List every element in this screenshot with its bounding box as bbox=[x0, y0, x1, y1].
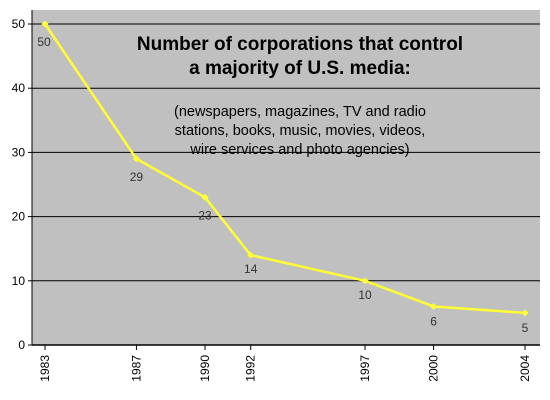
data-point bbox=[41, 20, 49, 28]
plot-area bbox=[32, 10, 540, 345]
data-point bbox=[521, 309, 529, 317]
chart-title-line-1: Number of corporations that control bbox=[136, 34, 464, 55]
x-tick-label: 2000 bbox=[427, 355, 441, 382]
x-tick-label: 1983 bbox=[38, 355, 52, 382]
data-label: 6 bbox=[430, 314, 437, 328]
data-label: 10 bbox=[358, 288, 372, 302]
data-label: 5 bbox=[522, 321, 529, 335]
x-tick-label: 1987 bbox=[129, 355, 143, 382]
chart-title-line-2: a majority of U.S. media: bbox=[189, 58, 411, 79]
y-tick-label: 40 bbox=[12, 81, 26, 95]
data-point bbox=[201, 193, 209, 201]
data-point bbox=[132, 155, 140, 163]
chart-title-block: Number of corporations that control a ma… bbox=[95, 33, 505, 160]
data-label: 50 bbox=[37, 35, 51, 49]
chart-subtitle: (newspapers, magazines, TV and radio sta… bbox=[95, 103, 505, 160]
x-tick-label: 2004 bbox=[518, 355, 532, 382]
data-label: 23 bbox=[198, 208, 212, 222]
data-label: 14 bbox=[244, 262, 258, 276]
chart-subtitle-line-3: wire services and photo agencies) bbox=[190, 142, 410, 158]
y-tick-label: 10 bbox=[12, 274, 26, 288]
x-tick-label: 1990 bbox=[198, 355, 212, 382]
chart-subtitle-line-1: (newspapers, magazines, TV and radio bbox=[173, 104, 426, 120]
chart-subtitle-line-2: stations, books, music, movies, videos, bbox=[174, 123, 426, 139]
x-tick-label: 1992 bbox=[244, 355, 258, 382]
y-tick-label: 20 bbox=[12, 210, 26, 224]
data-point bbox=[430, 302, 438, 310]
y-tick-label: 30 bbox=[12, 145, 26, 159]
y-tick-label: 50 bbox=[12, 17, 26, 31]
data-point bbox=[361, 277, 369, 285]
data-point bbox=[247, 251, 255, 259]
y-tick-label: 0 bbox=[18, 338, 25, 352]
x-tick-label: 1997 bbox=[358, 355, 372, 382]
data-label: 29 bbox=[130, 170, 144, 184]
